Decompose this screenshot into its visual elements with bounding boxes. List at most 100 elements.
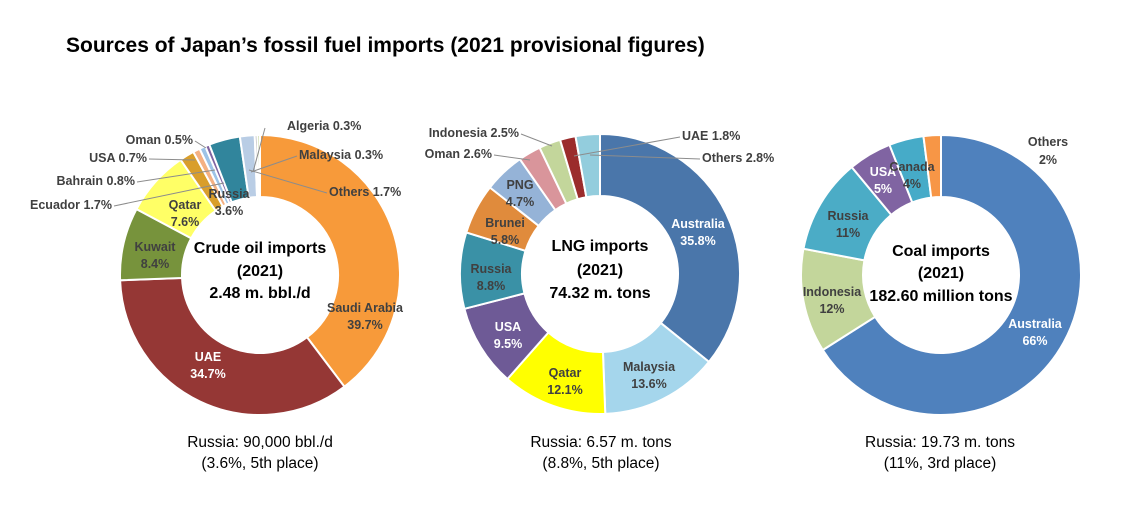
coal-label-canada: Canada 4%	[889, 160, 935, 191]
footnote-lng: Russia: 6.57 m. tons (8.8%, 5th place)	[451, 432, 751, 474]
crude-oil-center-text-line-3: 2.48 m. bbl./d	[209, 285, 310, 302]
lng-label-russia: Russia 8.8%	[471, 262, 513, 293]
lng-label-brunei: Brunei 5.8%	[485, 216, 525, 247]
coal-label-value-russia: 11%	[836, 226, 860, 240]
crude-oil-leader-bahrain	[136, 169, 216, 183]
crude-oil-label-value-saudi-arabia: 39.7%	[347, 318, 382, 332]
coal-label-others: Others 2%	[1028, 135, 1068, 167]
crude-oil-label-bahrain: Bahrain 0.8%	[56, 174, 135, 188]
crude-oil-slice-algeria	[256, 133, 261, 199]
lng-label-malaysia: Malaysia 13.6%	[623, 360, 676, 391]
crude-oil-label-value-russia: 3.6%	[215, 204, 244, 218]
lng-label-uae: UAE 1.8%	[682, 129, 740, 143]
footnote-crude-oil: Russia: 90,000 bbl./d (3.6%, 5th place)	[110, 432, 410, 474]
footnote-lng-line-2: (8.8%, 5th place)	[542, 455, 660, 472]
lng-label-value-brunei: 5.8%	[491, 233, 520, 247]
coal-label-value-canada: 4%	[903, 177, 921, 191]
coal-label-name-australia: Australia	[1008, 317, 1063, 331]
crude-oil-label-name-qatar: Qatar	[169, 198, 202, 212]
crude-oil-leader-algeria	[252, 127, 266, 173]
page-title: Sources of Japan’s fossil fuel imports (…	[66, 34, 705, 57]
coal-label-indonesia: Indonesia 12%	[803, 285, 862, 316]
coal-label-value-indonesia: 12%	[819, 302, 844, 316]
coal-center-text-line-1: Coal imports	[892, 243, 990, 260]
crude-oil-center-text-line-1: Crude oil imports	[194, 240, 327, 257]
lng-label-name-malaysia: Malaysia	[623, 360, 676, 374]
coal-label-value-australia: 66%	[1022, 334, 1047, 348]
footnote-lng-line-1: Russia: 6.57 m. tons	[530, 434, 672, 451]
lng-label-value-malaysia: 13.6%	[631, 377, 666, 391]
crude-oil-label-name-kuwait: Kuwait	[135, 240, 177, 254]
coal-label-value-usa: 5%	[874, 182, 892, 196]
crude-oil-label-name-uae: UAE	[195, 350, 221, 364]
crude-oil-center-text-line-2: (2021)	[237, 263, 283, 280]
crude-oil-label-value-kuwait: 8.4%	[141, 257, 170, 271]
crude-oil-label-russia: Russia 3.6%	[209, 187, 251, 218]
crude-oil-leader-ecuador	[113, 182, 225, 207]
crude-oil-label-value-qatar: 7.6%	[171, 215, 200, 229]
crude-oil-label-value-uae: 34.7%	[190, 367, 225, 381]
coal-label-name-usa: USA	[870, 165, 896, 179]
footnote-crude-oil-line-1: Russia: 90,000 bbl./d	[187, 434, 333, 451]
lng-label-value-russia: 8.8%	[477, 279, 506, 293]
lng-label-value-usa: 9.5%	[494, 337, 523, 351]
lng-label-name-brunei: Brunei	[485, 216, 525, 230]
lng-slice-australia	[599, 132, 741, 364]
crude-oil-label-name-russia: Russia	[209, 187, 251, 201]
footnote-coal: Russia: 19.73 m. tons (11%, 3rd place)	[790, 432, 1090, 474]
coal-slice-others	[922, 133, 942, 199]
crude-oil-label-oman: Oman 0.5%	[126, 133, 193, 147]
coal-label-name-indonesia: Indonesia	[803, 285, 862, 299]
crude-oil-label-qatar: Qatar 7.6%	[169, 198, 202, 229]
coal-center-text-line-3: 182.60 million tons	[869, 288, 1012, 305]
lng-label-qatar: Qatar 12.1%	[547, 366, 582, 397]
lng-center-text-line-1: LNG imports	[552, 238, 649, 255]
lng-label-name-png: PNG	[506, 178, 533, 192]
crude-oil-slice-saudi-arabia	[259, 133, 401, 389]
coal-label-australia: Australia 66%	[1008, 317, 1063, 348]
lng-center-text-line-2: (2021)	[577, 262, 623, 279]
coal-label-name-others: Others	[1028, 135, 1068, 149]
coal-label-usa: USA 5%	[870, 165, 896, 196]
footnote-crude-oil-line-2: (3.6%, 5th place)	[201, 455, 319, 472]
crude-oil-label-uae: UAE 34.7%	[190, 350, 225, 381]
coal-label-name-russia: Russia	[828, 209, 870, 223]
lng-label-value-png: 4.7%	[506, 195, 535, 209]
lng-leader-others	[589, 154, 701, 160]
lng-label-australia: Australia 35.8%	[671, 217, 726, 248]
lng-label-indonesia: Indonesia 2.5%	[429, 126, 519, 140]
crude-oil-leader-others	[248, 169, 328, 194]
lng-leader-uae	[573, 136, 681, 157]
crude-oil-label-algeria: Algeria 0.3%	[287, 119, 361, 133]
crude-oil-label-saudi-arabia: Saudi Arabia 39.7%	[327, 301, 404, 332]
coal-donut-chart: Australia 66%Indonesia 12%Russia 11%USA 5%Ca…	[800, 133, 1082, 416]
crude-oil-leader-oman	[194, 140, 207, 149]
lng-label-usa: USA 9.5%	[494, 320, 523, 351]
crude-oil-label-ecuador: Ecuador 1.7%	[30, 198, 112, 212]
coal-slice-australia	[821, 133, 1082, 416]
lng-slice-others	[574, 132, 601, 199]
lng-label-value-qatar: 12.1%	[547, 383, 582, 397]
lng-donut-chart: Australia 35.8% Malaysia 13.6% Qatar 12.1% USA…	[425, 126, 774, 415]
coal-center-text-line-2: (2021)	[918, 265, 964, 282]
crude-oil-slice-uae	[119, 276, 346, 416]
lng-label-others: Others 2.8%	[702, 151, 774, 165]
crude-oil-label-malaysia: Malaysia 0.3%	[299, 148, 383, 162]
lng-label-name-qatar: Qatar	[549, 366, 582, 380]
lng-label-png: PNG 4.7%	[506, 178, 535, 209]
lng-center-text-line-3: 74.32 m. tons	[549, 285, 650, 302]
lng-label-oman: Oman 2.6%	[425, 147, 492, 161]
crude-oil-leader-malaysia	[250, 155, 298, 173]
crude-oil-donut-chart: Saudi Arabia 39.7% UAE 34.7% Kuwait 8.4% Qatar…	[30, 119, 404, 416]
footnote-coal-line-2: (11%, 3rd place)	[883, 455, 997, 472]
lng-leader-oman	[493, 154, 531, 161]
lng-label-value-australia: 35.8%	[680, 234, 715, 248]
crude-oil-label-usa: USA 0.7%	[89, 151, 147, 165]
coal-label-name-canada: Canada	[889, 160, 935, 174]
lng-label-name-australia: Australia	[671, 217, 726, 231]
crude-oil-label-name-saudi-arabia: Saudi Arabia	[327, 301, 404, 315]
coal-label-value-others: 2%	[1039, 153, 1057, 167]
lng-label-name-usa: USA	[495, 320, 521, 334]
footnote-coal-line-1: Russia: 19.73 m. tons	[865, 434, 1015, 451]
